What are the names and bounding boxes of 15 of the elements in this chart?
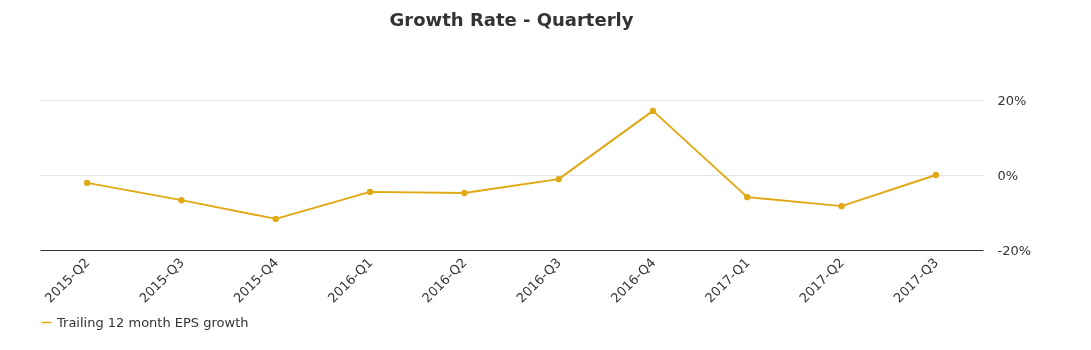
legend-label: Trailing 12 month EPS growth xyxy=(56,314,249,330)
point xyxy=(83,179,91,187)
y-tick-label: -20% xyxy=(997,242,1032,258)
point xyxy=(461,189,468,197)
point xyxy=(366,188,374,196)
point xyxy=(178,196,185,204)
point xyxy=(838,202,845,210)
point xyxy=(649,107,657,115)
y-tick-label: 20% xyxy=(997,92,1027,108)
point xyxy=(744,193,751,201)
point xyxy=(932,171,940,179)
point xyxy=(272,215,279,223)
y-tick-label: 0% xyxy=(997,167,1019,183)
chart-title: Growth Rate - Quarterly xyxy=(389,9,634,30)
point xyxy=(555,175,562,183)
